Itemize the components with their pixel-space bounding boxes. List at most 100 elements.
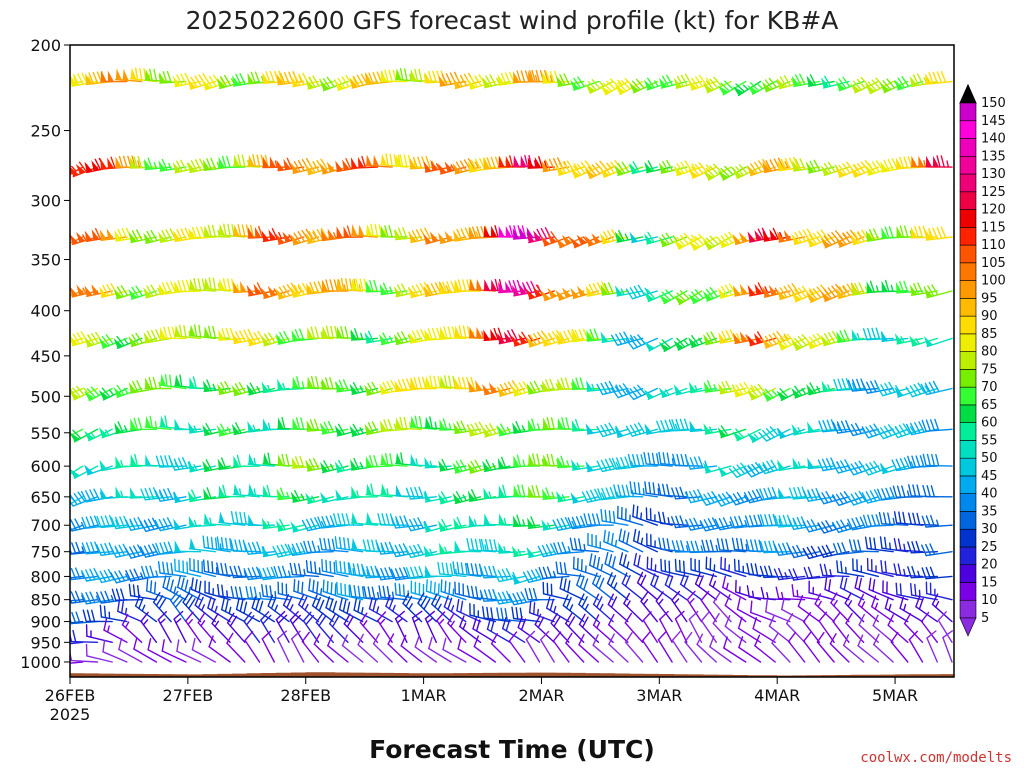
wind-barb bbox=[203, 224, 231, 238]
wind-barb bbox=[848, 539, 879, 553]
wind-barb bbox=[82, 609, 113, 623]
wind-barb bbox=[920, 380, 953, 396]
wind-barb bbox=[207, 596, 231, 623]
wind-barb bbox=[140, 611, 158, 643]
colorbar-swatch bbox=[959, 599, 977, 619]
y-tick-label: 750 bbox=[30, 543, 61, 562]
wind-barb bbox=[194, 594, 217, 623]
wind-barb bbox=[613, 484, 644, 498]
wind-barb bbox=[301, 517, 334, 532]
wind-barb bbox=[497, 329, 526, 345]
wind-barb bbox=[85, 643, 113, 663]
wind-barb bbox=[303, 540, 334, 554]
colorbar-label: 25 bbox=[981, 540, 998, 555]
wind-barb bbox=[188, 515, 217, 528]
wind-barb bbox=[525, 630, 541, 663]
wind-barb bbox=[655, 591, 673, 623]
wind-barb bbox=[562, 594, 585, 623]
wind-barb bbox=[924, 284, 953, 299]
wind-barb bbox=[247, 514, 275, 526]
wind-barb bbox=[768, 615, 791, 643]
wind-barb bbox=[703, 331, 732, 346]
colorbar-swatch bbox=[959, 244, 977, 264]
wind-barb bbox=[273, 565, 305, 579]
wind-barb bbox=[802, 611, 821, 643]
wind-barb bbox=[341, 634, 364, 663]
wind-barb bbox=[202, 535, 231, 553]
wind-barb bbox=[776, 387, 806, 402]
wind-barb bbox=[658, 159, 688, 174]
wind-barb bbox=[592, 572, 614, 601]
wind-barb bbox=[894, 76, 924, 91]
wind-barb bbox=[498, 542, 526, 554]
wind-barb bbox=[717, 425, 747, 439]
colorbar-label: 140 bbox=[981, 132, 1006, 147]
wind-barb bbox=[585, 281, 614, 297]
wind-barb bbox=[113, 384, 143, 398]
wind-barb bbox=[155, 541, 187, 555]
wind-barb bbox=[527, 69, 555, 83]
colorbar-label: 35 bbox=[981, 504, 998, 519]
wind-barb bbox=[905, 421, 938, 436]
wind-barb bbox=[791, 228, 821, 246]
colorbar-swatch bbox=[959, 475, 977, 494]
wind-barb bbox=[424, 610, 437, 643]
x-tick-label: 1MAR bbox=[401, 686, 447, 705]
wind-barb bbox=[760, 513, 791, 527]
wind-barb bbox=[365, 154, 393, 168]
wind-barb bbox=[113, 285, 143, 300]
wind-barb bbox=[552, 631, 570, 663]
wind-barb bbox=[457, 637, 482, 663]
wind-barb bbox=[871, 595, 894, 623]
wind-barb bbox=[335, 379, 364, 393]
wind-barb bbox=[431, 593, 452, 623]
colorbar-label: 85 bbox=[981, 327, 998, 342]
y-tick-label: 1000 bbox=[20, 653, 61, 672]
wind-barb bbox=[372, 633, 393, 663]
colorbar-label: 150 bbox=[981, 96, 1006, 111]
y-tick-label: 550 bbox=[30, 424, 61, 443]
wind-barb bbox=[584, 233, 614, 247]
wind-barb bbox=[608, 633, 629, 663]
wind-barb bbox=[578, 633, 600, 663]
wind-barb bbox=[857, 634, 879, 663]
wind-barb bbox=[607, 593, 629, 623]
wind-barb bbox=[820, 75, 850, 89]
wind-barb bbox=[243, 566, 275, 581]
wind-barb bbox=[773, 567, 806, 581]
colorbar-swatch bbox=[959, 564, 977, 583]
wind-barb bbox=[85, 624, 113, 643]
wind-barb bbox=[752, 617, 776, 643]
wind-barb bbox=[483, 327, 511, 342]
wind-barb bbox=[781, 597, 806, 623]
wind-barb bbox=[232, 454, 261, 468]
wind-barb bbox=[128, 285, 158, 300]
wind-barb bbox=[629, 161, 658, 175]
wind-barb bbox=[322, 579, 349, 601]
wind-barb bbox=[922, 453, 953, 467]
wind-barb bbox=[644, 231, 673, 245]
wind-barb bbox=[717, 465, 747, 477]
wind-barb bbox=[114, 486, 143, 499]
wind-barb bbox=[873, 633, 894, 663]
wind-barb bbox=[380, 453, 408, 467]
wind-barb bbox=[836, 560, 865, 578]
wind-barb bbox=[868, 577, 894, 601]
wind-barb bbox=[172, 72, 202, 88]
colorbar-swatch bbox=[959, 280, 977, 299]
wind-barb bbox=[226, 612, 246, 643]
wind-barb bbox=[217, 381, 246, 395]
wind-barb bbox=[81, 591, 113, 605]
wind-barb bbox=[188, 421, 217, 434]
wind-barb bbox=[802, 545, 835, 560]
wind-barb bbox=[642, 631, 658, 663]
wind-barb bbox=[511, 331, 541, 347]
wind-barb bbox=[762, 284, 791, 298]
wind-barb bbox=[803, 566, 835, 580]
wind-barb bbox=[140, 565, 172, 579]
wind-barb bbox=[154, 517, 187, 532]
y-tick-label: 600 bbox=[30, 457, 61, 476]
wind-barb bbox=[861, 460, 894, 476]
wind-barb bbox=[147, 638, 172, 663]
wind-barb bbox=[365, 455, 393, 468]
